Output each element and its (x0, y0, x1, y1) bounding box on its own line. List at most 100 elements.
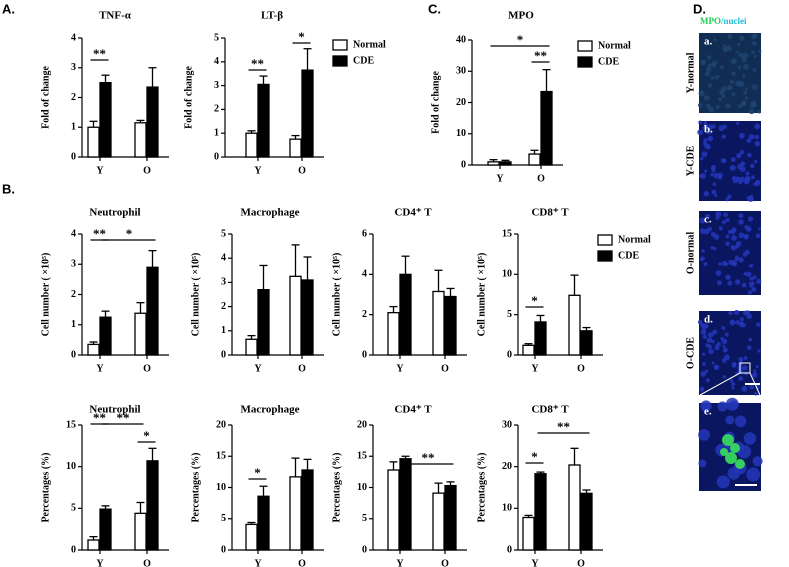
nucleus (701, 402, 711, 411)
panel-label: D. (693, 1, 706, 16)
nucleus (705, 213, 710, 219)
mpo-signal (699, 33, 761, 113)
bar (487, 161, 500, 166)
x-tick-label: O (441, 558, 449, 567)
nucleus (752, 275, 757, 280)
image-panel: a. (697, 33, 762, 115)
y-tick-label: 0 (507, 349, 512, 360)
x-tick-label: Y (496, 173, 504, 184)
bar (146, 266, 159, 356)
legend-swatch (577, 40, 593, 52)
nucleus (747, 196, 754, 202)
bar (257, 289, 270, 356)
y-tick-label: 0 (461, 159, 466, 170)
bar (87, 126, 100, 158)
bar (87, 343, 100, 356)
nucleus (715, 212, 719, 216)
nucleus (741, 101, 746, 107)
x-tick-label: O (143, 165, 151, 176)
chart-title: Macrophage (240, 404, 299, 416)
bar (540, 90, 553, 166)
nucleus (729, 378, 734, 383)
image-name: Y-normal (685, 52, 696, 93)
nucleus (716, 74, 720, 78)
nucleus (718, 226, 723, 231)
bar (301, 469, 314, 551)
nucleus (731, 260, 738, 266)
legend-swatch (597, 250, 613, 262)
legend-swatch (577, 56, 593, 68)
significance-label: * (126, 226, 133, 241)
y-tick-label: 1 (71, 319, 76, 330)
nucleus (707, 344, 712, 349)
nucleus (708, 348, 714, 355)
nucleus (699, 386, 705, 392)
nucleus (746, 467, 761, 482)
panel-label: A. (2, 1, 15, 16)
y-tick-label: 40 (456, 34, 466, 45)
bar (528, 153, 541, 166)
nucleus (731, 227, 737, 233)
nucleus (748, 108, 755, 115)
y-axis-label: Percentages (%) (476, 452, 487, 522)
bar (245, 338, 258, 356)
zoom-box (739, 362, 751, 374)
bar (257, 83, 270, 158)
nucleus (730, 157, 736, 162)
nucleus (741, 57, 747, 63)
nucleus (758, 49, 762, 53)
nucleus (735, 121, 740, 125)
stain-nuclei: /nuclei (720, 16, 747, 26)
bar (568, 464, 581, 551)
x-tick-label: O (298, 363, 306, 374)
mpo-signal (722, 434, 734, 446)
mpo-signal (725, 452, 737, 464)
nucleus (745, 171, 750, 176)
y-axis-label: Percentages (%) (331, 452, 342, 522)
nucleus (720, 158, 726, 163)
nucleus (713, 38, 717, 42)
nucleus (725, 234, 730, 239)
y-tick-label: 0 (71, 544, 76, 555)
stain-label: MPO/nuclei (700, 16, 747, 26)
chart-title: CD8⁺ T (531, 404, 569, 416)
nucleus (707, 83, 713, 88)
bar (399, 273, 412, 356)
y-tick-label: 5 (507, 309, 512, 320)
nucleus (711, 339, 715, 344)
nucleus (754, 392, 758, 396)
nucleus (743, 356, 748, 360)
y-tick-label: 10 (456, 128, 466, 139)
image-label: a. (704, 36, 713, 48)
nucleus (741, 385, 748, 392)
nucleus (711, 63, 717, 68)
nucleus (724, 332, 729, 337)
bar (245, 132, 258, 158)
nucleus (744, 224, 749, 230)
nucleus (703, 138, 708, 143)
y-tick-label: 1 (71, 122, 76, 133)
bar (522, 344, 535, 356)
nucleus (738, 232, 745, 239)
y-tick-label: 20 (216, 419, 226, 430)
image-name: O-CDE (685, 337, 696, 370)
nucleus (750, 175, 755, 180)
nucleus (753, 55, 757, 59)
y-axis-label: Percentages (%) (190, 452, 201, 522)
nucleus (707, 55, 712, 60)
nucleus (710, 231, 716, 237)
nucleus (721, 134, 726, 139)
image-label: b. (704, 124, 713, 136)
y-tick-label: 5 (214, 32, 219, 43)
y-tick-label: 15 (502, 228, 512, 239)
nucleus (703, 191, 709, 197)
y-tick-label: 15 (216, 451, 226, 462)
bar (245, 523, 258, 551)
significance-label: ** (117, 410, 130, 425)
legend-swatch (597, 234, 613, 246)
nucleus (720, 337, 724, 341)
nucleus (722, 344, 726, 348)
y-tick-label: 0 (71, 349, 76, 360)
y-axis-label: Fold of change (430, 71, 441, 134)
nucleus (698, 459, 707, 468)
